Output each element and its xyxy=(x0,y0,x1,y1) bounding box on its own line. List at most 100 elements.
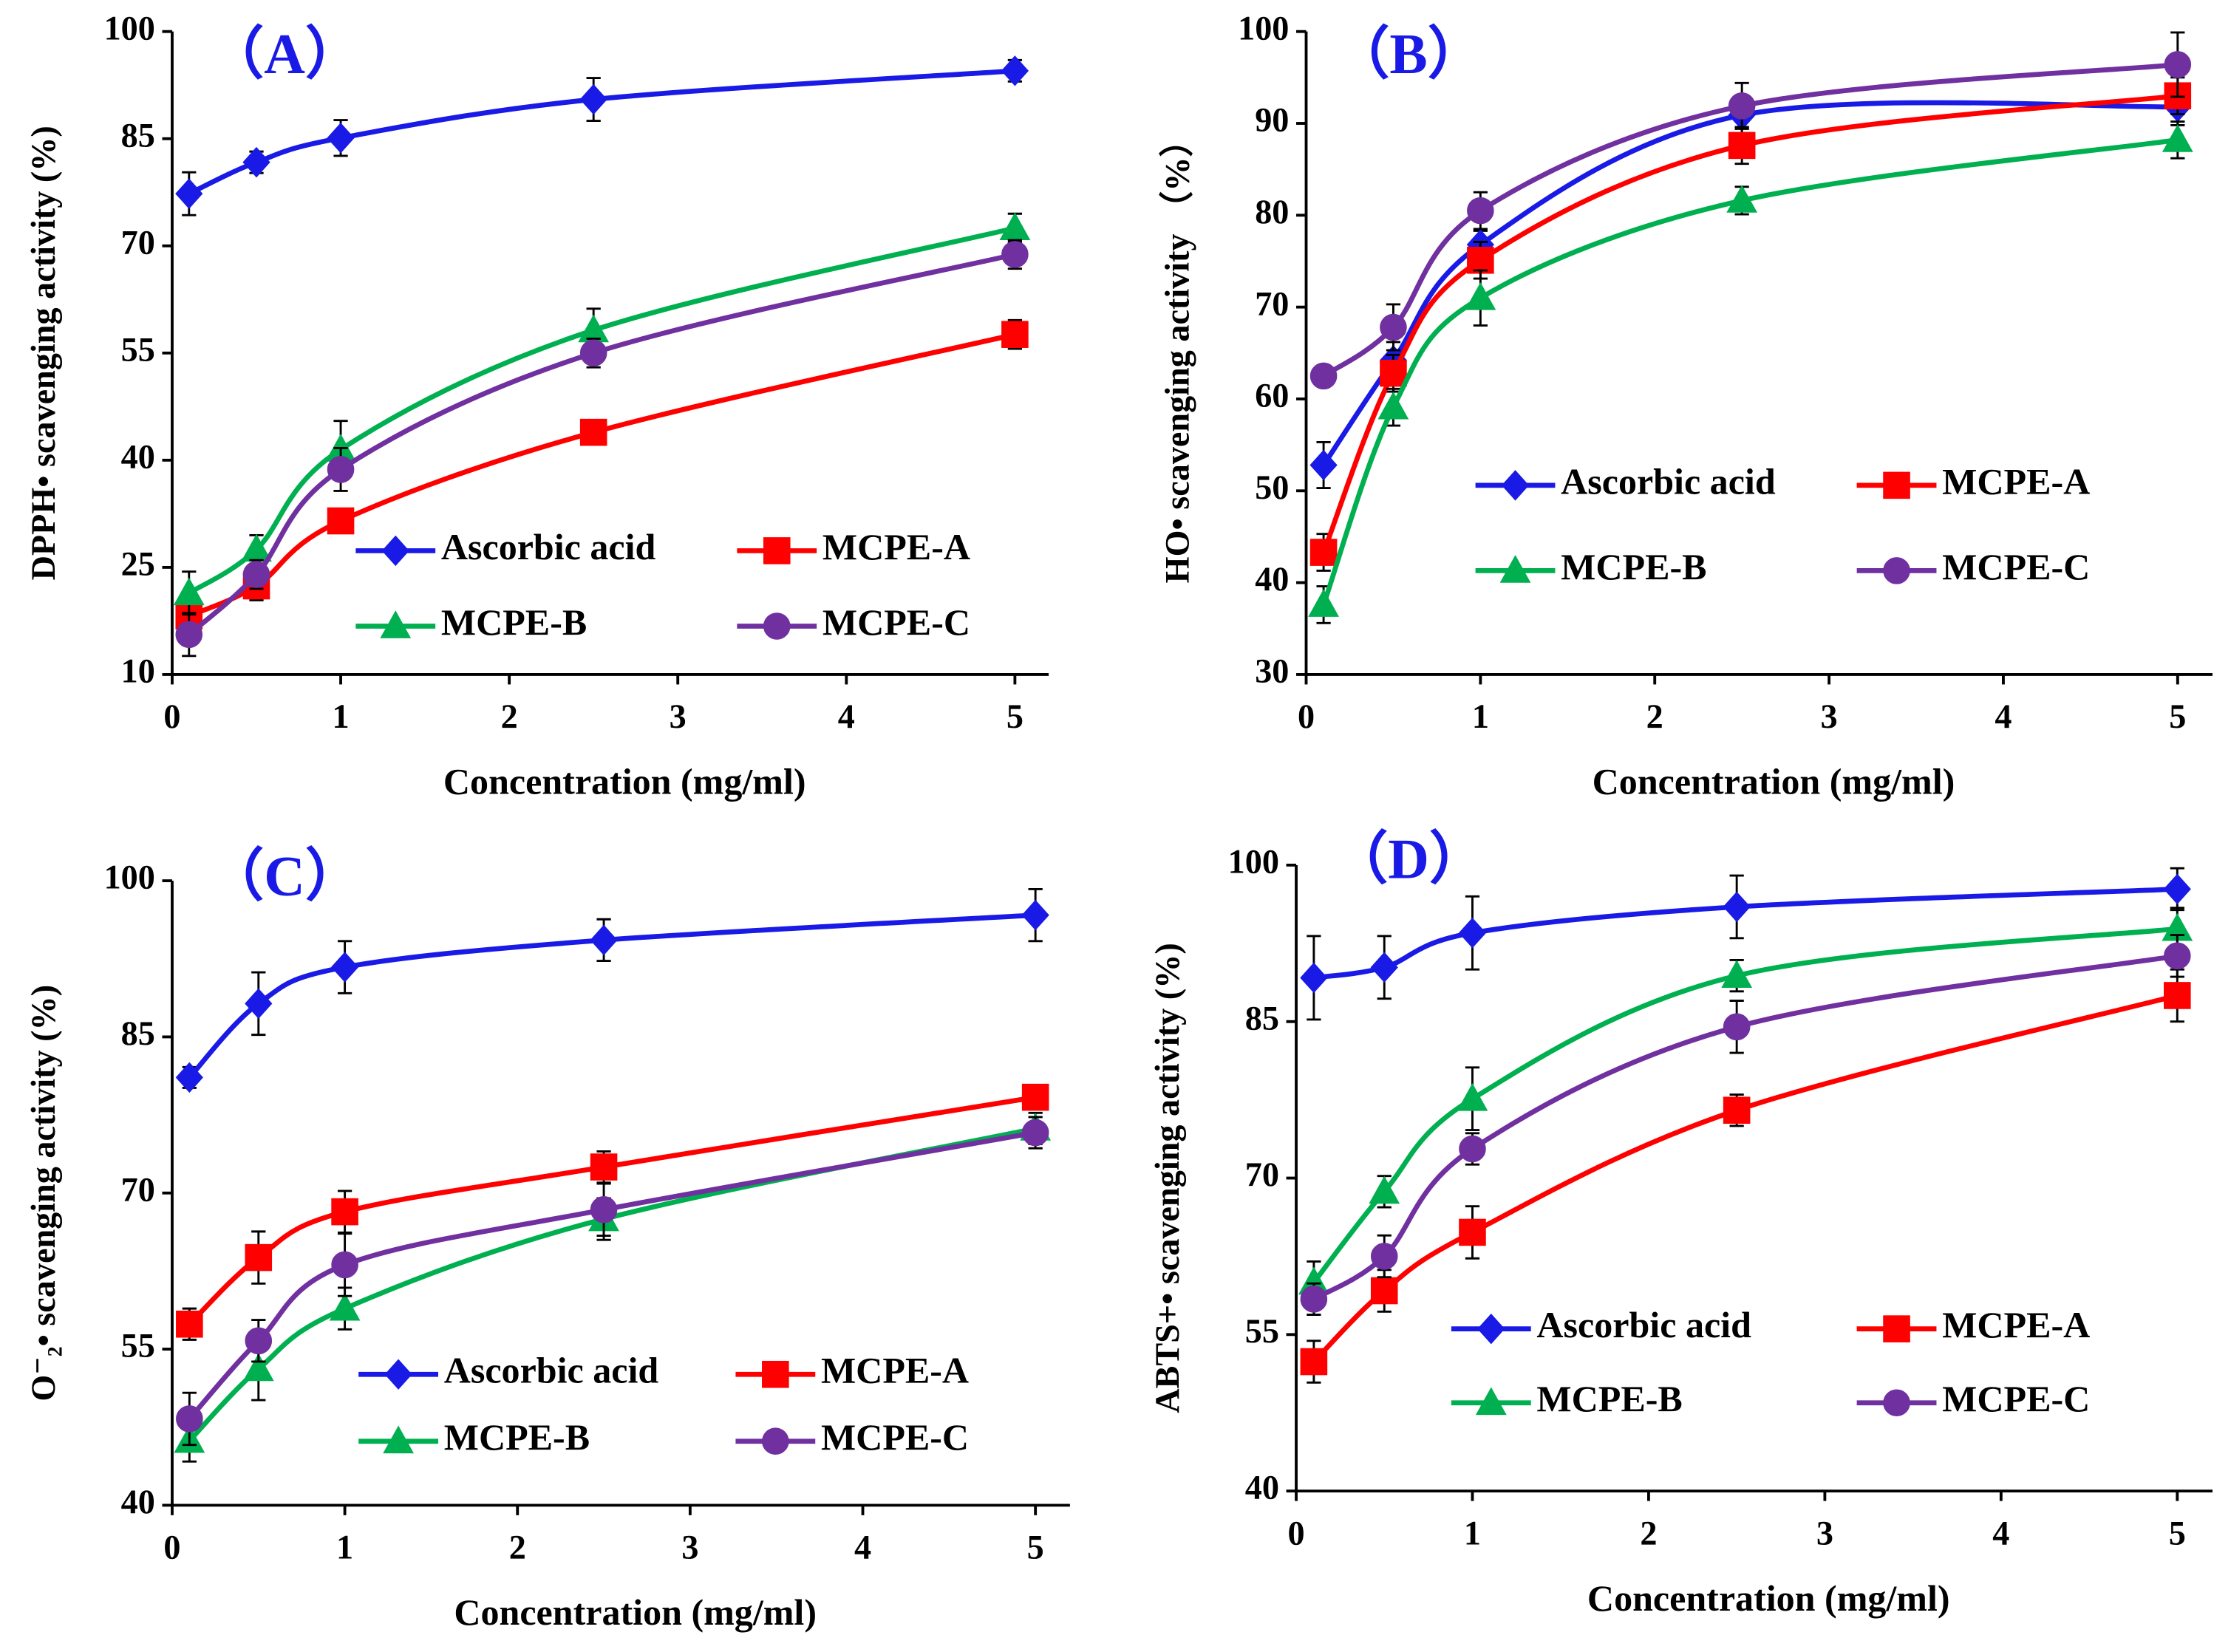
marker xyxy=(175,178,203,209)
marker xyxy=(1001,321,1029,348)
marker xyxy=(1309,539,1338,566)
marker xyxy=(2162,124,2193,152)
x-tick-label: 0 xyxy=(163,1529,180,1566)
marker xyxy=(1300,962,1328,994)
panel: （A） 10 25 40 55 70 85 100 0 1 2 3 4 5 Concentration (m… xyxy=(24,9,1049,802)
panel: （C） 40 55 70 85 100 0 1 2 3 4 5 Concentration (mg/ml… xyxy=(24,844,1070,1633)
series-line xyxy=(188,68,1015,197)
marker xyxy=(2163,873,2191,905)
marker xyxy=(1021,899,1049,931)
y-tick-label: 10 xyxy=(121,652,155,690)
y-axis-label: O⁻₂• scavenging activity (%) xyxy=(24,985,62,1402)
y-tick-label: 55 xyxy=(121,330,155,368)
marker xyxy=(383,1425,414,1454)
y-tick-label: 80 xyxy=(1255,193,1289,231)
marker xyxy=(329,1292,361,1321)
legend-label: Ascorbic acid xyxy=(1561,460,1776,502)
legend-label: MCPE-C xyxy=(822,601,970,643)
marker xyxy=(331,1198,358,1226)
x-tick-label: 5 xyxy=(2169,697,2186,735)
marker xyxy=(1380,313,1407,341)
x-tick-label: 5 xyxy=(1027,1529,1044,1566)
marker xyxy=(1883,471,1910,499)
marker xyxy=(327,507,355,535)
y-tick-label: 100 xyxy=(1228,843,1279,881)
marker xyxy=(2164,51,2192,78)
marker xyxy=(175,1062,203,1093)
y-tick-label: 100 xyxy=(104,9,155,47)
x-axis-label: Concentration (mg/ml) xyxy=(454,1591,817,1633)
x-tick-label: 3 xyxy=(670,697,687,735)
marker xyxy=(2163,982,2191,1009)
marker xyxy=(1300,1286,1328,1313)
series-line xyxy=(1321,137,2179,606)
marker xyxy=(1467,246,1494,274)
y-axis-label: DPPH• scavenging activity (%) xyxy=(24,126,62,580)
x-tick-label: 2 xyxy=(509,1529,526,1566)
marker xyxy=(327,123,355,154)
x-tick-label: 1 xyxy=(333,697,350,735)
marker xyxy=(1459,1218,1486,1246)
marker xyxy=(175,621,203,649)
marker xyxy=(173,577,205,606)
marker xyxy=(1370,1243,1398,1270)
x-axis-label: Concentration (mg/ml) xyxy=(443,761,806,802)
legend-label: MCPE-B xyxy=(444,1416,590,1458)
x-tick-label: 4 xyxy=(854,1529,871,1566)
marker xyxy=(1459,1135,1486,1163)
y-tick-label: 40 xyxy=(121,437,155,475)
marker xyxy=(763,612,791,640)
marker xyxy=(242,1353,274,1382)
panel: （D） 40 55 70 85 100 0 1 2 3 4 5 Concentration (mg/ml… xyxy=(1148,827,2213,1619)
y-tick-label: 85 xyxy=(1245,999,1279,1037)
legend-label: Ascorbic acid xyxy=(441,526,656,567)
marker xyxy=(763,537,791,564)
x-tick-label: 3 xyxy=(1821,697,1838,735)
marker xyxy=(1309,449,1338,481)
marker xyxy=(1021,1083,1049,1111)
marker xyxy=(1309,362,1338,390)
y-tick-label: 90 xyxy=(1255,101,1289,139)
legend-label: MCPE-C xyxy=(1942,1378,2090,1419)
marker xyxy=(242,146,270,178)
y-axis-label: HO• scavenging activity （%） xyxy=(1159,123,1196,583)
marker xyxy=(242,561,270,588)
marker xyxy=(762,1427,789,1455)
legend-label: MCPE-C xyxy=(821,1416,969,1458)
marker xyxy=(1308,589,1339,617)
marker xyxy=(1370,952,1398,983)
marker xyxy=(176,1405,203,1433)
marker xyxy=(1380,359,1407,387)
marker xyxy=(2163,942,2191,970)
marker xyxy=(1723,1096,1751,1124)
marker xyxy=(380,610,412,638)
marker xyxy=(1723,1013,1751,1041)
marker xyxy=(1499,555,1531,583)
legend-label: MCPE-A xyxy=(822,526,970,567)
x-axis-label: Concentration (mg/ml) xyxy=(1587,1577,1950,1619)
marker xyxy=(1465,281,1496,310)
marker xyxy=(999,212,1031,240)
marker xyxy=(1300,1348,1328,1376)
marker xyxy=(1728,92,1756,120)
marker xyxy=(1377,391,1409,420)
marker xyxy=(1728,132,1756,160)
marker xyxy=(1001,55,1029,86)
legend-label: MCPE-C xyxy=(1942,546,2090,587)
panel-title: （A） xyxy=(207,22,362,86)
panel: （B） 30 40 50 60 70 80 90 100 0 1 2 3 4 5 Concentration … xyxy=(1159,9,2213,802)
marker xyxy=(1723,891,1751,923)
marker xyxy=(1021,1119,1049,1147)
y-tick-label: 40 xyxy=(1255,560,1289,598)
marker xyxy=(384,1359,412,1390)
y-tick-label: 70 xyxy=(1255,284,1289,322)
legend-label: MCPE-A xyxy=(1942,460,2090,502)
marker xyxy=(1001,241,1029,268)
marker xyxy=(1501,470,1530,501)
marker xyxy=(327,456,355,483)
x-tick-label: 4 xyxy=(1992,1514,2009,1552)
marker xyxy=(331,1251,358,1279)
legend-label: MCPE-A xyxy=(1942,1304,2090,1345)
legend-label: Ascorbic acid xyxy=(1536,1304,1751,1345)
x-tick-label: 4 xyxy=(838,697,855,735)
